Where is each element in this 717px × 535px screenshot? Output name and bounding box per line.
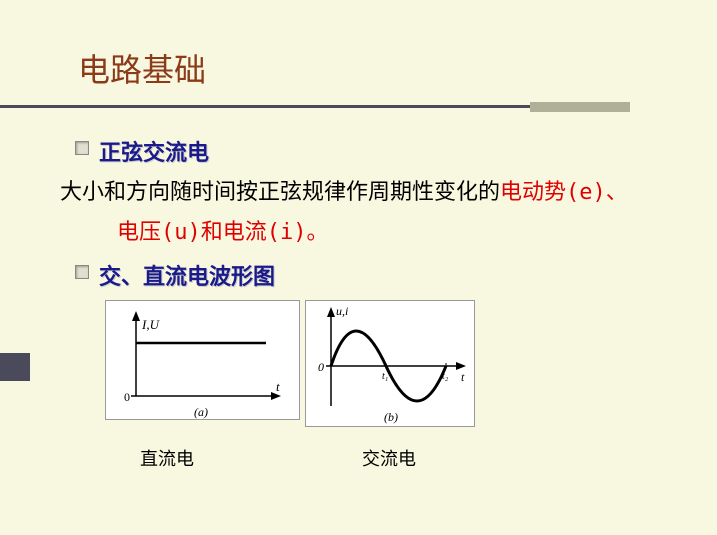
captions: 直流电 交流电 — [105, 445, 416, 471]
ac-zero: 0 — [318, 360, 324, 374]
bullet-icon — [75, 265, 89, 279]
ac-t2: t₂ — [442, 371, 449, 382]
bullet-2-text: 交、直流电波形图 — [99, 259, 275, 291]
bullet-icon — [75, 141, 89, 155]
slide-title: 电路基础 — [78, 45, 206, 91]
desc-red-1: 电动势(e)、 — [500, 180, 628, 205]
figure-ac: u,i t 0 t₁ t₂ (b) — [305, 300, 475, 427]
bullet-item-2: 交、直流电波形图 — [75, 259, 655, 291]
bullet-1-text: 正弦交流电 — [99, 135, 209, 167]
figure-dc: I,U t 0 (a) — [105, 300, 300, 420]
description-line-1: 大小和方向随时间按正弦规律作周期性变化的电动势(e)、 — [60, 175, 655, 209]
ac-sublabel: (b) — [384, 410, 398, 424]
dc-ylabel: I,U — [141, 317, 161, 332]
ac-xlabel: t — [461, 370, 465, 384]
title-rule — [0, 105, 717, 108]
desc-black-1: 大小和方向随时间按正弦规律作周期性变化的 — [60, 179, 500, 204]
caption-dc: 直流电 — [140, 445, 194, 471]
content-area: 正弦交流电 大小和方向随时间按正弦规律作周期性变化的电动势(e)、 电压(u)和… — [75, 135, 655, 299]
caption-ac: 交流电 — [362, 445, 416, 471]
dc-zero: 0 — [124, 390, 130, 404]
description-line-2: 电压(u)和电流(i)。 — [117, 215, 655, 249]
ac-t1: t₁ — [382, 371, 388, 382]
dc-xlabel: t — [276, 379, 280, 394]
desc-red-2: 电压(u)和电流(i)。 — [117, 220, 328, 245]
figures-container: I,U t 0 (a) u,i t 0 t₁ t₂ (b) — [105, 300, 475, 427]
ac-ylabel: u,i — [336, 304, 348, 318]
dc-sublabel: (a) — [194, 405, 208, 419]
bullet-item-1: 正弦交流电 — [75, 135, 655, 167]
left-accent-bar — [0, 353, 30, 381]
